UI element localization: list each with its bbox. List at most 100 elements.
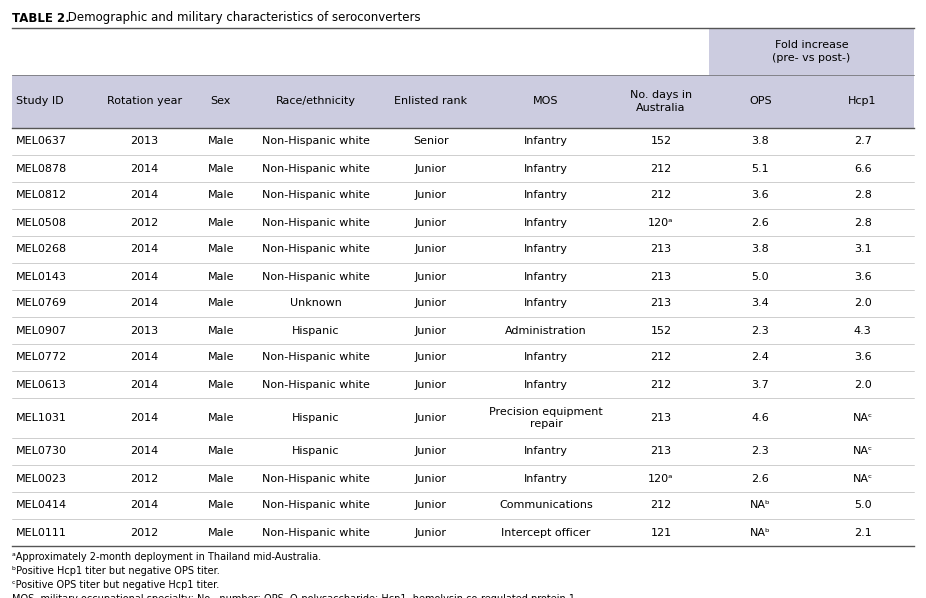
Text: Junior: Junior bbox=[415, 413, 447, 423]
Text: Male: Male bbox=[207, 325, 234, 335]
Text: 2014: 2014 bbox=[130, 447, 158, 456]
Text: Non-Hispanic white: Non-Hispanic white bbox=[262, 501, 369, 511]
Text: Race/ethnicity: Race/ethnicity bbox=[276, 96, 356, 106]
Text: Junior: Junior bbox=[415, 271, 447, 282]
Text: Non-Hispanic white: Non-Hispanic white bbox=[262, 380, 369, 389]
Text: MEL0769: MEL0769 bbox=[16, 298, 67, 309]
Text: 3.7: 3.7 bbox=[751, 380, 770, 389]
Text: 2014: 2014 bbox=[130, 191, 158, 200]
Text: 2.3: 2.3 bbox=[751, 447, 770, 456]
Text: 3.4: 3.4 bbox=[751, 298, 770, 309]
Text: 121: 121 bbox=[650, 527, 671, 538]
Text: Infantry: Infantry bbox=[524, 474, 568, 484]
Text: Non-Hispanic white: Non-Hispanic white bbox=[262, 191, 369, 200]
Text: MEL0878: MEL0878 bbox=[16, 163, 68, 173]
Text: 2014: 2014 bbox=[130, 163, 158, 173]
Text: Hcp1: Hcp1 bbox=[848, 96, 877, 106]
Text: 5.0: 5.0 bbox=[854, 501, 871, 511]
Text: NAᵇ: NAᵇ bbox=[750, 527, 770, 538]
Text: Non-Hispanic white: Non-Hispanic white bbox=[262, 163, 369, 173]
Text: 3.6: 3.6 bbox=[854, 352, 871, 362]
Text: 213: 213 bbox=[650, 447, 671, 456]
Bar bbox=[12, 75, 914, 128]
Text: Non-Hispanic white: Non-Hispanic white bbox=[262, 474, 369, 484]
Text: MEL0812: MEL0812 bbox=[16, 191, 67, 200]
Text: 2014: 2014 bbox=[130, 245, 158, 255]
Text: NAᶜ: NAᶜ bbox=[853, 474, 872, 484]
Text: Male: Male bbox=[207, 218, 234, 227]
Text: 2.7: 2.7 bbox=[854, 136, 871, 147]
Text: Study ID: Study ID bbox=[16, 96, 64, 106]
Text: 2014: 2014 bbox=[130, 271, 158, 282]
Text: MEL0414: MEL0414 bbox=[16, 501, 67, 511]
Text: 2014: 2014 bbox=[130, 352, 158, 362]
Text: MEL1031: MEL1031 bbox=[16, 413, 67, 423]
Text: 2.3: 2.3 bbox=[751, 325, 770, 335]
Text: Communications: Communications bbox=[499, 501, 593, 511]
Text: Male: Male bbox=[207, 136, 234, 147]
Text: Male: Male bbox=[207, 352, 234, 362]
Text: Hispanic: Hispanic bbox=[293, 325, 340, 335]
Text: 212: 212 bbox=[650, 352, 671, 362]
Text: 2012: 2012 bbox=[130, 527, 158, 538]
Text: Infantry: Infantry bbox=[524, 191, 568, 200]
Text: 3.8: 3.8 bbox=[751, 136, 770, 147]
Text: Unknown: Unknown bbox=[290, 298, 342, 309]
Text: 213: 213 bbox=[650, 245, 671, 255]
Text: Infantry: Infantry bbox=[524, 298, 568, 309]
Text: Junior: Junior bbox=[415, 352, 447, 362]
Text: Demographic and military characteristics of seroconverters: Demographic and military characteristics… bbox=[64, 11, 420, 25]
Text: 2014: 2014 bbox=[130, 380, 158, 389]
Text: MEL0023: MEL0023 bbox=[16, 474, 67, 484]
Text: 120ᵃ: 120ᵃ bbox=[648, 474, 674, 484]
Text: Male: Male bbox=[207, 501, 234, 511]
Text: Enlisted rank: Enlisted rank bbox=[394, 96, 468, 106]
Text: 5.0: 5.0 bbox=[751, 271, 769, 282]
Text: Male: Male bbox=[207, 474, 234, 484]
Text: 213: 213 bbox=[650, 271, 671, 282]
Text: Male: Male bbox=[207, 527, 234, 538]
Text: Rotation year: Rotation year bbox=[106, 96, 181, 106]
Text: Junior: Junior bbox=[415, 527, 447, 538]
Text: Male: Male bbox=[207, 413, 234, 423]
Text: 4.3: 4.3 bbox=[854, 325, 871, 335]
Text: Non-Hispanic white: Non-Hispanic white bbox=[262, 352, 369, 362]
Text: 4.6: 4.6 bbox=[751, 413, 770, 423]
Text: MOS: MOS bbox=[533, 96, 558, 106]
Text: 2.0: 2.0 bbox=[854, 380, 871, 389]
Text: 212: 212 bbox=[650, 163, 671, 173]
Text: Male: Male bbox=[207, 191, 234, 200]
Text: Infantry: Infantry bbox=[524, 380, 568, 389]
Text: Infantry: Infantry bbox=[524, 136, 568, 147]
Text: Male: Male bbox=[207, 447, 234, 456]
Text: 2014: 2014 bbox=[130, 298, 158, 309]
Text: NAᶜ: NAᶜ bbox=[853, 447, 872, 456]
Text: Non-Hispanic white: Non-Hispanic white bbox=[262, 218, 369, 227]
Text: MEL0613: MEL0613 bbox=[16, 380, 67, 389]
Text: 6.6: 6.6 bbox=[854, 163, 871, 173]
Text: Senior: Senior bbox=[413, 136, 449, 147]
Text: TABLE 2.: TABLE 2. bbox=[12, 11, 69, 25]
Text: Male: Male bbox=[207, 245, 234, 255]
Text: NAᵇ: NAᵇ bbox=[750, 501, 770, 511]
Text: MEL0111: MEL0111 bbox=[16, 527, 67, 538]
Text: Intercept officer: Intercept officer bbox=[501, 527, 591, 538]
Text: 2.6: 2.6 bbox=[751, 474, 770, 484]
Text: Junior: Junior bbox=[415, 474, 447, 484]
Text: Infantry: Infantry bbox=[524, 218, 568, 227]
Text: 2013: 2013 bbox=[130, 325, 158, 335]
Text: Junior: Junior bbox=[415, 163, 447, 173]
Text: 3.6: 3.6 bbox=[751, 191, 769, 200]
Text: 2.8: 2.8 bbox=[854, 191, 871, 200]
Text: Junior: Junior bbox=[415, 380, 447, 389]
Text: MOS, military occupational specialty; No., number; OPS, O-polysaccharide; Hcp1, : MOS, military occupational specialty; No… bbox=[12, 594, 578, 598]
Bar bbox=[709, 28, 914, 75]
Text: Infantry: Infantry bbox=[524, 163, 568, 173]
Text: 3.1: 3.1 bbox=[854, 245, 871, 255]
Text: 2013: 2013 bbox=[130, 136, 158, 147]
Text: 2.6: 2.6 bbox=[751, 218, 770, 227]
Text: Junior: Junior bbox=[415, 218, 447, 227]
Text: Infantry: Infantry bbox=[524, 245, 568, 255]
Text: Male: Male bbox=[207, 271, 234, 282]
Text: Sex: Sex bbox=[210, 96, 231, 106]
